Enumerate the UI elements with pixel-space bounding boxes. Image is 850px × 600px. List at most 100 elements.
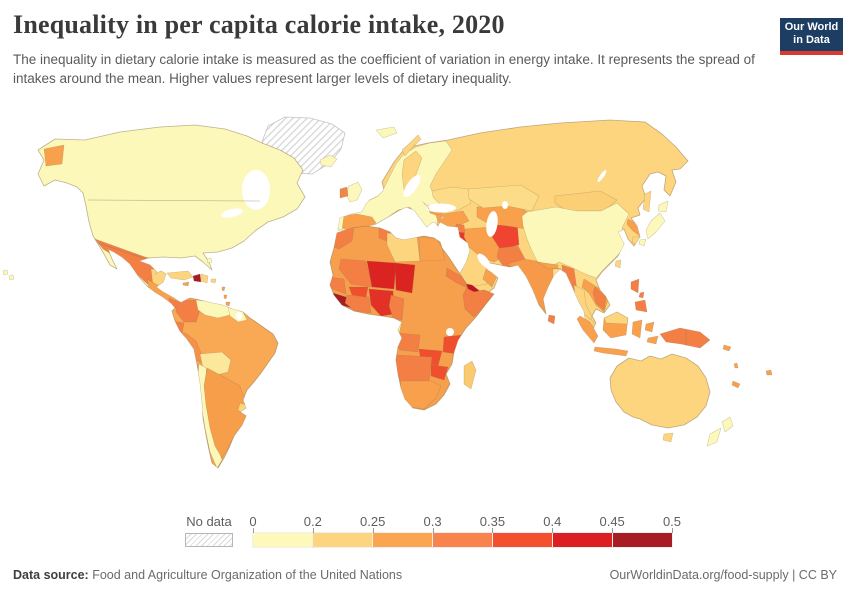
region-fiji[interactable] — [765, 369, 773, 376]
region-puerto-rico[interactable] — [210, 278, 217, 284]
data-source-note: Data source: Food and Agriculture Organi… — [13, 568, 402, 582]
region-af-zimbabwe[interactable] — [430, 364, 449, 381]
region-dominican[interactable] — [200, 273, 209, 284]
region-lesser-antilles[interactable] — [221, 286, 231, 307]
region-caspian[interactable] — [485, 210, 500, 237]
region-uk[interactable] — [345, 181, 363, 203]
region-eur-bangladesh[interactable] — [552, 268, 563, 281]
region-tasmania[interactable] — [662, 432, 674, 443]
region-af-eritrea[interactable] — [445, 267, 469, 289]
region-hudson-bay[interactable] — [242, 170, 270, 210]
region-sri-lanka[interactable] — [547, 314, 556, 325]
region-sakhalin[interactable] — [642, 190, 652, 213]
legend-tick-mark — [253, 528, 254, 533]
region-hawaii[interactable] — [2, 269, 15, 281]
region-vanuatu[interactable] — [733, 362, 739, 369]
region-af-tanzania[interactable] — [442, 334, 463, 355]
region-north-america[interactable] — [37, 124, 306, 311]
region-af-somalia[interactable] — [462, 286, 494, 318]
region-persian-gulf[interactable] — [475, 252, 493, 271]
region-eur-turkey[interactable] — [435, 210, 470, 229]
region-suriname-w[interactable] — [236, 312, 242, 320]
region-af-cameroon[interactable] — [388, 294, 405, 321]
no-data-label: No data — [186, 514, 232, 529]
legend-tick-label: 0 — [249, 514, 257, 529]
data-source-label: Data source: — [13, 568, 89, 582]
legend-segment[interactable] — [252, 532, 314, 548]
region-af-burkina[interactable] — [348, 286, 369, 298]
no-data-swatch[interactable] — [185, 533, 233, 547]
legend-tick-mark — [312, 528, 314, 533]
legend-segment[interactable] — [612, 532, 673, 548]
region-madagascar[interactable] — [463, 360, 477, 390]
region-new-zealand[interactable] — [706, 416, 734, 447]
region-eur-easteurope[interactable] — [431, 186, 472, 212]
region-taiwan[interactable] — [614, 259, 622, 269]
region-japan[interactable] — [638, 200, 669, 247]
region-sa-ecuador[interactable] — [171, 320, 185, 334]
region-haiti[interactable] — [192, 273, 202, 283]
region-indonesia-east[interactable] — [644, 321, 659, 345]
region-australia[interactable] — [609, 353, 711, 429]
footer-citation-link[interactable]: OurWorldinData.org/food-supply | CC BY — [610, 568, 837, 582]
owid-logo[interactable]: Our World in Data — [780, 18, 843, 56]
region-af-niger[interactable] — [366, 260, 397, 290]
legend-tick-mark — [432, 528, 434, 533]
legend-segment[interactable] — [492, 532, 554, 548]
world-choropleth-map[interactable] — [0, 112, 850, 512]
data-source-value: Food and Agriculture Organization of the… — [88, 568, 403, 582]
region-eur-china[interactable] — [521, 202, 630, 279]
region-svalbard[interactable] — [375, 126, 398, 139]
region-eur-kazakhstan[interactable] — [467, 184, 540, 212]
region-jamaica[interactable] — [182, 281, 190, 287]
region-baikal[interactable] — [596, 169, 607, 183]
region-af-mali[interactable] — [338, 258, 373, 288]
region-philippines[interactable] — [630, 278, 648, 313]
region-novaya-zemlya[interactable] — [401, 134, 422, 157]
region-iceland[interactable] — [319, 154, 338, 168]
legend-colorbar[interactable] — [252, 532, 673, 548]
legend-tick-label: 0.3 — [423, 514, 442, 529]
region-baltic[interactable] — [400, 172, 423, 199]
legend-tick-label: 0.25 — [360, 514, 386, 529]
region-lake-victoria[interactable] — [446, 328, 454, 336]
region-cuba[interactable] — [166, 270, 194, 281]
region-eur-europe[interactable] — [336, 140, 453, 232]
region-eur-vietnam[interactable] — [592, 286, 607, 311]
legend-segment[interactable] — [312, 532, 374, 548]
legend-tick-mark — [672, 528, 673, 533]
region-sumatra[interactable] — [576, 315, 599, 344]
region-great-lakes[interactable] — [220, 207, 243, 219]
region-af-senegal[interactable] — [328, 276, 347, 295]
region-af-ivoryghana[interactable] — [344, 294, 372, 314]
region-aral[interactable] — [502, 201, 508, 209]
region-bahamas[interactable] — [206, 257, 213, 264]
region-png[interactable] — [659, 327, 711, 349]
map-legend: No data 0 0.2 0.25 0.3 0.35 0.4 0.45 0.5 — [185, 514, 681, 553]
legend-tick-label: 0.45 — [599, 514, 625, 529]
region-na-borders — [87, 199, 261, 260]
region-ireland[interactable] — [339, 186, 349, 199]
region-af-nigeria[interactable] — [368, 288, 395, 317]
region-java[interactable] — [593, 346, 629, 357]
region-borneo-malaysia[interactable] — [603, 311, 629, 325]
world-map-svg[interactable] — [0, 112, 850, 512]
region-af-chad[interactable] — [394, 262, 416, 294]
legend-tick-label: 0.2 — [303, 514, 322, 529]
region-sulawesi[interactable] — [631, 319, 643, 339]
legend-tick-mark — [492, 528, 494, 533]
legend-segment[interactable] — [432, 532, 494, 548]
region-black-sea[interactable] — [426, 203, 456, 213]
legend-segment[interactable] — [552, 532, 614, 548]
legend-segment[interactable] — [372, 532, 434, 548]
owid-logo-stripe — [780, 51, 843, 56]
legend-tick-label: 0.4 — [543, 514, 562, 529]
chart-footer: Data source: Food and Agriculture Organi… — [13, 568, 837, 582]
region-solomon[interactable] — [722, 344, 732, 352]
region-sa-argentina[interactable] — [203, 367, 247, 459]
region-new-caledonia[interactable] — [731, 380, 741, 389]
region-af-egypt[interactable] — [418, 236, 446, 262]
chart-subtitle: The inequality in dietary calorie intake… — [13, 52, 755, 87]
region-na-chukotka[interactable] — [43, 144, 65, 167]
